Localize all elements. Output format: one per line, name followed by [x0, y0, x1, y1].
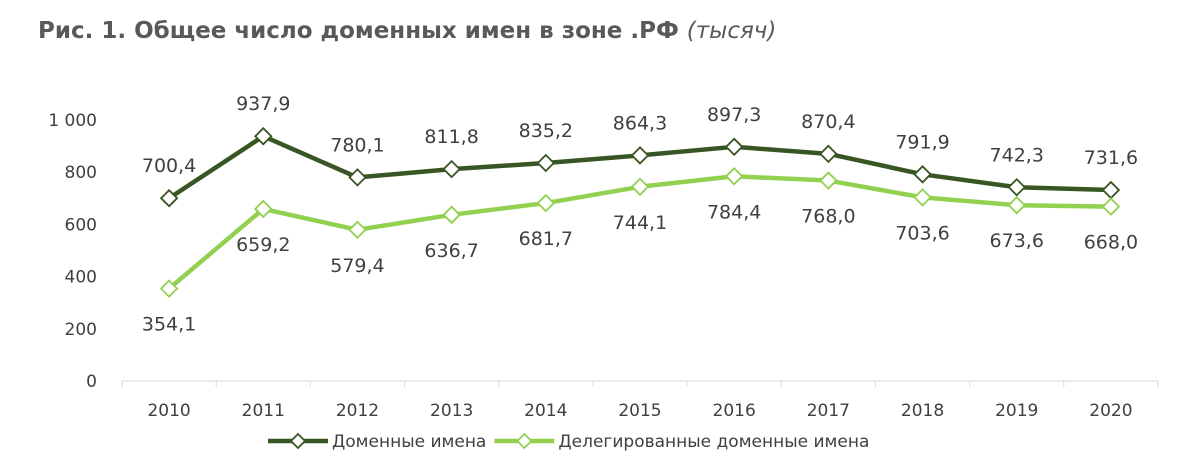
x-tick-label: 2016 [713, 401, 756, 421]
data-point-marker [1101, 180, 1121, 200]
y-tick-label: 1 000 [48, 111, 97, 131]
x-tick-label: 2012 [336, 401, 379, 421]
data-point-marker [1101, 197, 1121, 216]
data-label: 681,7 [519, 228, 573, 250]
x-tick-label: 2014 [524, 401, 567, 421]
data-point-marker [724, 137, 744, 157]
data-point-marker [1007, 177, 1027, 197]
data-label: 579,4 [330, 255, 384, 277]
x-tick-label: 2019 [995, 401, 1038, 421]
data-point-marker [724, 166, 744, 186]
legend-label-1: Доменные имена [332, 432, 486, 452]
x-tick-label: 2020 [1089, 401, 1132, 421]
x-tick-label: 2015 [618, 401, 661, 421]
data-point-marker [348, 220, 367, 240]
data-label: 636,7 [424, 240, 478, 262]
data-point-marker [913, 188, 932, 207]
chart-title: Рис. 1. Общее число доменных имен в зоне… [38, 18, 776, 44]
data-point-marker [630, 146, 650, 165]
data-label: 659,2 [236, 234, 290, 256]
data-label: 897,3 [707, 104, 761, 126]
data-point-marker [442, 205, 461, 225]
data-point-marker [819, 144, 838, 164]
x-tick-label: 2017 [807, 401, 850, 421]
data-label: 744,1 [613, 212, 667, 234]
data-point-marker [630, 177, 650, 197]
y-tick-label: 0 [86, 372, 97, 392]
y-tick-label: 800 [65, 163, 97, 183]
x-tick-label: 2010 [147, 401, 190, 421]
data-label: 791,9 [895, 131, 949, 153]
data-point-marker [159, 188, 179, 208]
data-point-marker [536, 193, 556, 213]
data-label: 703,6 [895, 222, 949, 244]
chart-title-unit: (тысяч) [686, 18, 777, 44]
data-point-marker [348, 168, 367, 187]
x-tick-label: 2013 [430, 401, 473, 421]
data-point-marker [442, 159, 461, 179]
data-label: 354,1 [142, 314, 196, 336]
data-point-marker [253, 199, 273, 219]
data-label: 870,4 [801, 111, 855, 133]
chart-title-text: Рис. 1. Общее число доменных имен в зоне… [38, 18, 679, 44]
data-label: 731,6 [1084, 147, 1138, 169]
x-tick-label: 2018 [901, 401, 944, 421]
legend-marker-2 [516, 432, 533, 450]
data-label: 864,3 [613, 112, 667, 134]
data-point-marker [159, 279, 179, 298]
legend-marker-1 [289, 432, 307, 450]
data-point-marker [819, 171, 838, 190]
data-label: 811,8 [424, 126, 478, 148]
data-point-marker [536, 153, 556, 173]
data-label: 668,0 [1084, 232, 1138, 254]
data-label: 780,1 [330, 134, 384, 156]
data-label: 768,0 [801, 206, 855, 228]
data-label: 673,6 [990, 230, 1044, 252]
data-point-marker [1007, 195, 1027, 215]
data-label: 784,4 [707, 201, 761, 223]
data-label: 742,3 [990, 144, 1044, 166]
x-tick-label: 2011 [242, 401, 285, 421]
y-tick-label: 400 [65, 268, 97, 288]
data-point-marker [913, 165, 932, 184]
legend-label-2: Делегированные доменные имена [558, 432, 869, 452]
data-label: 835,2 [519, 120, 573, 142]
data-point-marker [253, 126, 273, 146]
data-label: 937,9 [236, 93, 290, 115]
data-label: 700,4 [142, 155, 196, 177]
y-tick-label: 200 [65, 320, 97, 340]
y-tick-label: 600 [65, 215, 97, 235]
